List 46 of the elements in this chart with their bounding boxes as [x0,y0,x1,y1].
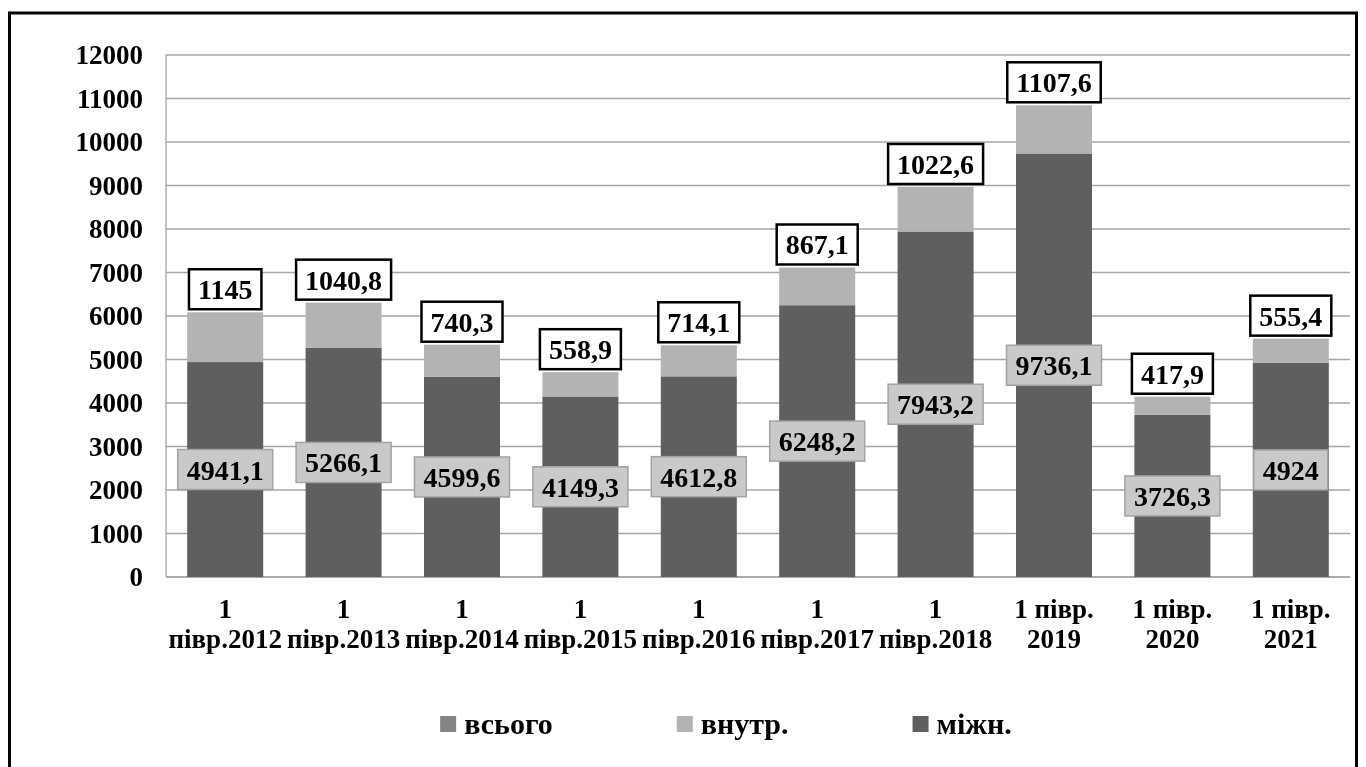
x-tick-label: 1 півр.2017 [760,594,874,654]
x-tick-label: 1 півр.2014 [405,594,519,654]
data-label: 9736,1 [1015,350,1093,382]
data-label: 3726,3 [1133,480,1211,512]
y-tick-label: 6000 [89,301,143,331]
x-tick-label: 1 півр.2012 [168,594,282,654]
data-label: 1040,8 [305,264,383,296]
x-tick-label: 1 півр.2013 [286,594,401,654]
y-tick-label: 12000 [75,40,143,70]
x-tick-label: 1 півр.2016 [642,594,756,654]
data-label: 4612,8 [660,461,738,493]
y-tick-label: 9000 [89,170,143,201]
data-label: 1107,6 [1016,67,1092,99]
data-label: 714,1 [667,307,731,339]
data-label: 6248,2 [778,426,856,458]
x-tick-label: 1 півр. 2021 [1250,594,1331,654]
data-label: 1022,6 [897,148,975,180]
y-tick-label: 8000 [89,214,143,244]
legend-label: внутр. [700,707,789,740]
y-tick-label: 5000 [89,344,143,375]
x-tick-label: 1 півр. 2019 [1014,594,1094,654]
data-label: 1145 [197,274,253,306]
data-label: 867,1 [785,229,849,261]
y-tick-label: 0 [129,562,143,592]
y-tick-label: 2000 [89,475,143,505]
legend-label: міжн. [936,707,1012,740]
y-tick-label: 11000 [76,83,143,114]
x-tick-label: 1 півр.2018 [878,594,993,654]
data-label: 740,3 [430,306,494,338]
y-tick-label: 7000 [89,257,143,288]
data-label: 555,4 [1259,300,1323,332]
x-tick-label: 1 півр. 2020 [1132,594,1213,654]
legend-label: всього [464,707,553,740]
data-label: 558,9 [548,334,612,366]
data-label: 4149,3 [541,471,619,503]
y-tick-label: 4000 [89,388,143,418]
data-label: 4924 [1262,454,1319,486]
y-tick-label: 1000 [89,518,143,549]
data-label: 4599,6 [423,461,501,493]
x-tick-label: 1 півр.2015 [523,594,638,654]
data-label: 5266,1 [305,447,383,479]
data-label: 4941,1 [186,454,264,486]
data-label: 417,9 [1140,358,1204,390]
y-tick-label: 10000 [75,127,143,157]
y-tick-label: 3000 [89,431,143,462]
data-label: 7943,2 [897,389,975,421]
